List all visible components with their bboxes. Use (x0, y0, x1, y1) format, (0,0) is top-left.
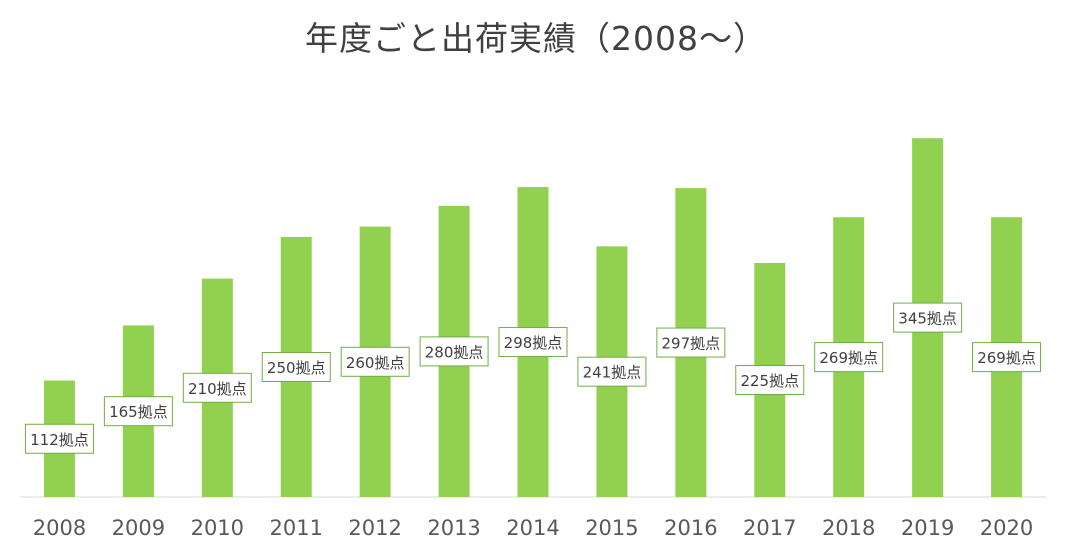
chart-title: 年度ごと出荷実績（2008～） (305, 19, 767, 58)
x-tick-label: 2013 (427, 516, 480, 540)
data-label: 269拠点 (977, 349, 1036, 367)
x-tick-label: 2015 (585, 516, 638, 540)
data-label: 241拠点 (583, 364, 642, 382)
x-tick-label: 2016 (664, 516, 717, 540)
x-tick-label: 2014 (506, 516, 559, 540)
data-label: 297拠点 (662, 335, 721, 353)
data-label: 269拠点 (819, 349, 878, 367)
data-label: 280拠点 (425, 343, 484, 361)
data-label-box (103, 396, 173, 427)
data-label: 210拠点 (188, 380, 247, 398)
x-tick-label: 2020 (980, 516, 1033, 540)
data-label-box (261, 352, 331, 382)
data-label-box (498, 327, 568, 358)
data-label-box (735, 365, 805, 395)
x-tick-label: 2011 (270, 516, 323, 540)
data-label-box (182, 372, 252, 403)
x-tick-label: 2012 (348, 516, 401, 540)
x-tick-label: 2019 (901, 516, 954, 540)
data-label: 298拠点 (504, 334, 563, 352)
data-label-box (419, 336, 489, 367)
x-tick-label: 2010 (191, 516, 244, 540)
data-label-box (972, 342, 1042, 373)
data-label-box (24, 423, 94, 454)
x-tick-label: 2018 (822, 516, 875, 540)
data-label: 112拠点 (30, 431, 89, 449)
data-label-box (814, 342, 884, 373)
data-label: 345拠点 (898, 310, 957, 328)
data-label: 260拠点 (346, 354, 405, 372)
data-label: 225拠点 (740, 372, 799, 390)
x-tick-label: 2017 (743, 516, 796, 540)
data-label: 165拠点 (109, 403, 168, 421)
data-label-box (577, 356, 647, 387)
data-label-box (893, 302, 963, 333)
data-label-box (656, 327, 726, 358)
data-label: 250拠点 (267, 359, 326, 377)
x-tick-label: 2009 (112, 516, 165, 540)
data-label-box (340, 346, 410, 377)
x-tick-label: 2008 (33, 516, 86, 540)
